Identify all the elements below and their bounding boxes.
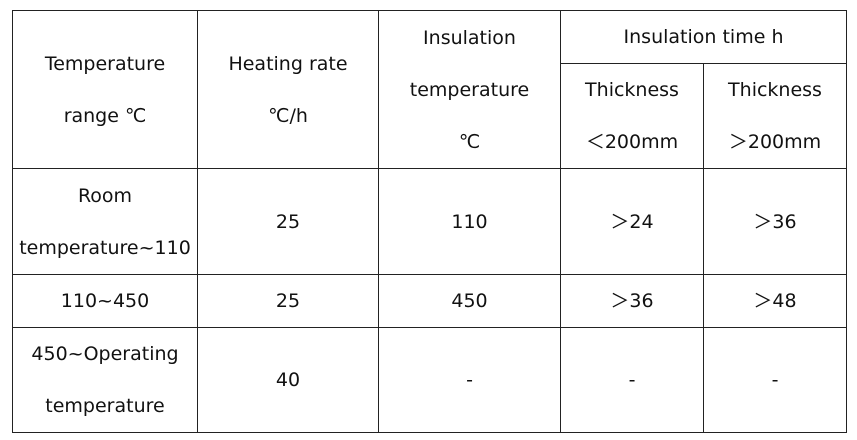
table-cell: 450~Operating temperature — [12, 327, 198, 433]
table-cell: - — [378, 327, 561, 433]
table-cell: Thickness ＜200mm — [560, 63, 704, 169]
cell-text: - — [628, 369, 636, 391]
cell-text: temperature~110 — [19, 236, 191, 259]
table-cell: 110~450 — [12, 274, 198, 328]
table: Temperature range ℃ Heating rate ℃/h Insulat… — [12, 10, 848, 433]
cell-text: Thickness — [585, 79, 679, 101]
cell-text: Insulation — [423, 26, 516, 49]
cell-text: Thickness — [728, 79, 822, 101]
table-cell: ＞48 — [702, 274, 848, 328]
table-cell: 25 — [197, 274, 379, 328]
cell-text: ＞36 — [610, 290, 654, 312]
cell-text: 25 — [275, 290, 301, 312]
cell-text: ℃ — [458, 130, 481, 153]
cell-text: 110~450 — [60, 290, 150, 312]
cell-text: - — [771, 369, 779, 391]
table-cell: 40 — [197, 327, 379, 433]
table-cell: 450 — [378, 274, 561, 328]
cell-text: range ℃ — [63, 104, 147, 127]
table-cell: - — [702, 327, 848, 433]
cell-text: Insulation time h — [623, 26, 784, 48]
table-cell: Insulation temperature ℃ — [378, 10, 561, 169]
table-cell: ＞36 — [560, 274, 704, 328]
data-row: 110~450 25 450 ＞36 ＞48 — [12, 274, 848, 328]
cell-text: 450 — [451, 290, 488, 312]
cell-text: 25 — [275, 210, 301, 233]
cell-text: Heating rate — [228, 52, 348, 75]
cell-text: ℃/h — [268, 104, 308, 127]
table-cell: Room temperature~110 — [12, 168, 198, 275]
table-cell: Temperature range ℃ — [12, 10, 198, 169]
table-cell: - — [560, 327, 704, 433]
cell-text: 450~Operating — [31, 343, 179, 365]
cell-text: temperature — [45, 395, 165, 417]
data-row: Room temperature~110 25 110 ＞24 ＞36 — [12, 168, 848, 275]
table-cell: 25 — [197, 168, 379, 275]
cell-text: ＜200mm — [585, 131, 679, 153]
table-cell: Heating rate ℃/h — [197, 10, 379, 169]
table-cell: 110 — [378, 168, 561, 275]
data-row: 450~Operating temperature 40 - - - — [12, 327, 848, 433]
cell-text: 110 — [451, 210, 488, 233]
header-row: Temperature range ℃ Heating rate ℃/h Insulat… — [12, 10, 848, 169]
cell-text: - — [466, 369, 473, 391]
table-body: Temperature range ℃ Heating rate ℃/h Insulat… — [12, 10, 848, 433]
table-cell: Thickness ＞200mm — [702, 63, 848, 169]
cell-text: ＞48 — [753, 290, 797, 312]
cell-text: 40 — [275, 369, 301, 391]
subheader-row: Thickness ＜200mm Thickness ＞200mm — [13, 63, 848, 169]
table-cell: ＞36 — [702, 168, 848, 275]
cell-text: ＞36 — [753, 210, 797, 233]
table-cell: ＞24 — [560, 168, 704, 275]
cell-text: ＞24 — [610, 210, 654, 233]
cell-text: temperature — [409, 78, 530, 101]
table-cell: Insulation time h — [559, 10, 848, 64]
cell-text: Temperature — [44, 52, 166, 75]
cell-text: Room — [77, 184, 133, 207]
cell-text: ＞200mm — [728, 131, 822, 153]
